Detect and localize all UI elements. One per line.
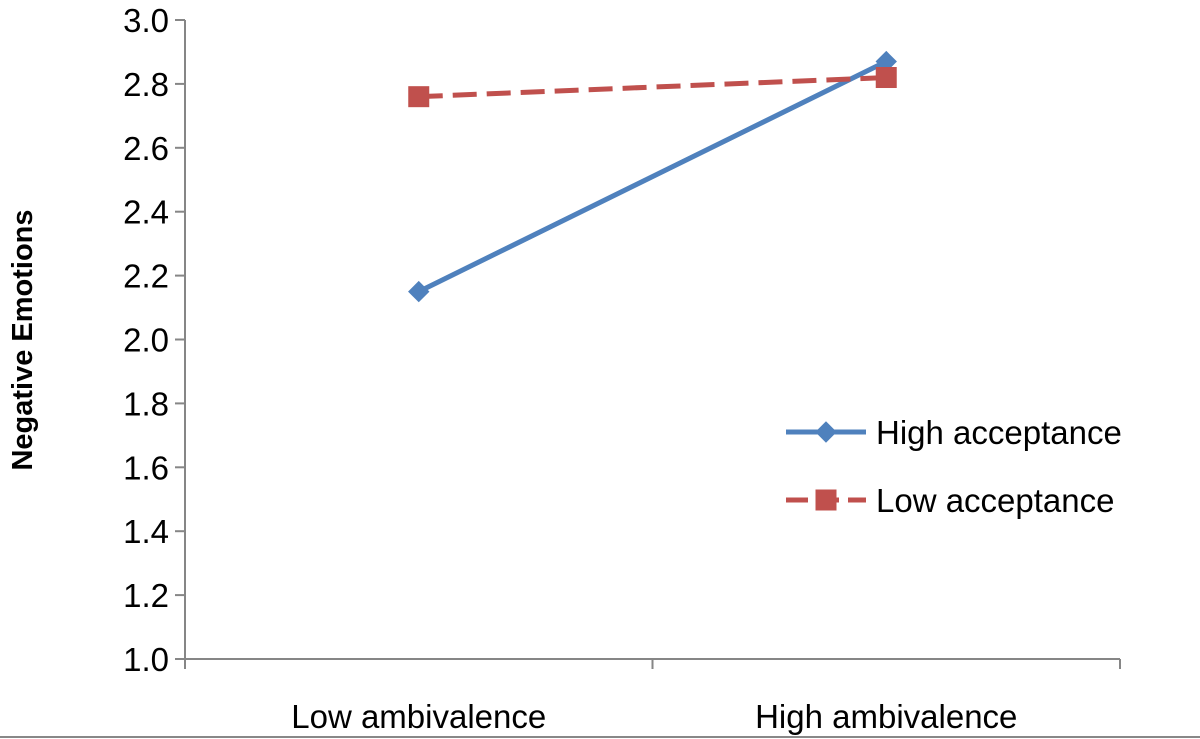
legend-label-0: High acceptance — [876, 414, 1122, 451]
y-tick-label: 1.4 — [123, 513, 169, 550]
y-tick-label: 2.0 — [123, 322, 169, 359]
data-point-1-0 — [408, 86, 430, 108]
y-tick-label: 2.8 — [123, 66, 169, 103]
legend-marker-0 — [815, 421, 837, 443]
legend-marker-1 — [815, 489, 837, 511]
series-0 — [408, 50, 897, 303]
y-axis-title: Negative Emotions — [7, 209, 39, 470]
y-tick-label: 3.0 — [123, 2, 169, 39]
x-tick-label: High ambivalence — [755, 698, 1017, 735]
y-tick-label: 1.0 — [123, 641, 169, 678]
y-axis: 1.0 1.2 1.4 1.6 1.8 2.0 2.2 2.4 2.6 2.8 3.0 — [123, 2, 186, 678]
series-line-0 — [417, 59, 888, 294]
data-point-0-0 — [408, 280, 430, 303]
series-1 — [408, 67, 897, 108]
y-tick-label: 2.4 — [123, 194, 169, 231]
series-layer — [408, 50, 897, 303]
series-line-1 — [418, 75, 887, 100]
y-tick-label: 2.2 — [123, 258, 169, 295]
y-tick-label: 2.6 — [123, 130, 169, 167]
y-tick-label: 1.6 — [123, 449, 169, 486]
legend: High acceptance Low acceptance — [786, 414, 1122, 519]
legend-label-1: Low acceptance — [876, 482, 1115, 519]
y-tick-label: 1.8 — [123, 385, 169, 422]
x-axis: Low ambivalence High ambivalence — [184, 658, 1121, 735]
x-tick-label: Low ambivalence — [291, 698, 546, 735]
data-point-1-1 — [875, 67, 897, 89]
y-tick-label: 1.2 — [123, 577, 169, 614]
